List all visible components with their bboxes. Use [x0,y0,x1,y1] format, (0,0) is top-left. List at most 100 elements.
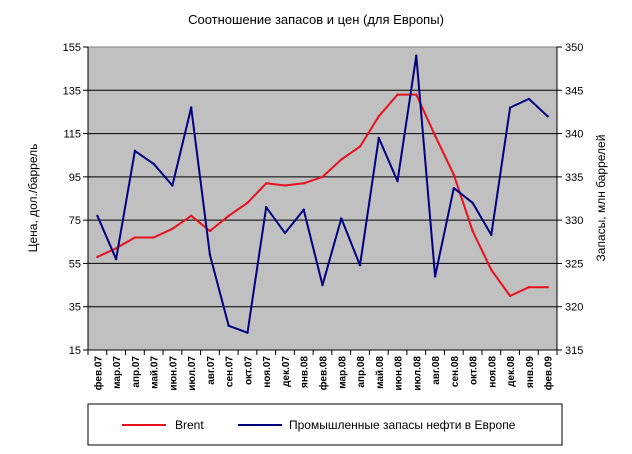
data-point [396,179,399,183]
data-point [377,115,380,118]
data-point [321,283,324,287]
right-tick-label: 350 [565,42,583,54]
data-point [114,247,118,250]
y2-axis-title: Запасы, млн баррелей [594,135,608,262]
data-point [340,158,343,161]
right-tick-label: 315 [565,345,583,357]
x-tick-label: окт.07 [243,356,254,385]
data-point [189,214,193,218]
data-point [152,236,155,239]
data-point [396,93,399,96]
data-point [358,263,362,267]
data-point [546,286,549,289]
x-tick-label: окт.08 [469,356,480,385]
data-point [96,255,99,259]
right-tick-label: 320 [565,302,583,314]
data-point [471,229,474,233]
data-point [508,294,512,298]
data-point [452,186,456,190]
data-point [358,145,362,148]
data-point [208,229,212,233]
data-point [246,201,249,205]
right-tick-label: 325 [565,258,583,270]
data-point [302,182,305,185]
data-point [133,236,137,239]
legend-label-stocks: Промышленные запасы нефти в Европе [289,418,516,432]
x-tick-label: фев.07 [92,356,104,391]
data-point [265,182,268,185]
data-point [340,217,343,220]
x-axis: фев.07 мар.07 апр.07 май.07 июн.07 июл.07 авг.… [87,349,558,391]
data-point [227,324,230,327]
x-tick-label: апр.08 [356,356,367,388]
data-point [189,106,193,109]
left-tick-label: 75 [69,215,81,227]
left-tick-label: 55 [69,258,81,270]
x-tick-label: апр.07 [131,356,142,388]
data-point [171,184,174,187]
legend-box [87,403,563,446]
left-tick-label: 15 [69,345,81,357]
data-point [152,162,155,166]
data-point [490,268,493,272]
x-tick-label: янв.08 [300,356,311,388]
left-tick-label: 135 [63,85,81,97]
data-point [283,231,287,235]
right-tick-label: 340 [565,129,583,141]
data-point [265,205,268,209]
data-point [377,136,380,140]
left-tick-label: 35 [69,302,81,314]
data-point [433,134,437,137]
left-tick-label: 95 [69,172,81,184]
x-tick-label: июл.07 [187,356,198,391]
x-tick-label: янв.09 [525,356,536,388]
left-tick-label: 155 [63,42,81,54]
x-tick-label: фев.09 [543,356,555,391]
data-point [471,201,474,205]
x-tick-label: сен.07 [225,356,236,388]
data-point [246,331,249,334]
x-tick-label: авг.08 [431,356,442,385]
x-tick-label: авг.07 [206,356,217,385]
data-point [171,227,174,230]
y-axis-title: Цена, дол./баррель [26,144,40,253]
data-point [415,93,418,96]
x-tick-label: мар.07 [112,356,123,389]
data-point [208,253,212,256]
data-point [490,233,493,237]
left-axis: 15 35 55 75 95 115 135 155 [63,42,89,357]
data-point [546,115,549,118]
right-axis: 315 320 325 330 335 340 345 350 [556,42,583,357]
data-point [114,257,118,261]
x-tick-label: май.07 [150,356,161,389]
right-tick-label: 335 [565,172,583,184]
x-tick-label: июн.07 [168,356,179,391]
data-point [433,275,437,278]
x-tick-label: сен.08 [450,356,461,388]
data-point [133,149,137,153]
data-point [527,286,531,289]
x-tick-label: май.08 [375,356,386,389]
x-tick-label: мар.08 [337,356,348,389]
data-point [302,208,305,211]
left-tick-label: 115 [63,129,81,141]
data-point [321,175,324,179]
legend-label-brent: Brent [175,418,204,432]
x-tick-label: дек.07 [281,356,292,387]
x-tick-label: июн.08 [394,356,405,391]
right-tick-label: 345 [565,85,583,97]
x-tick-label: июл.08 [412,356,423,391]
data-point [415,54,418,57]
x-tick-label: ноя.08 [487,356,498,388]
data-point [527,97,531,101]
data-point [227,214,230,218]
right-tick-label: 330 [565,215,583,227]
plot-area [87,46,558,351]
x-tick-label: ноя.07 [262,356,273,388]
x-tick-label: дек.08 [506,356,517,387]
x-tick-label: фев.08 [318,356,330,391]
series-layer [96,54,549,334]
data-point [96,214,99,218]
data-point [508,106,512,109]
